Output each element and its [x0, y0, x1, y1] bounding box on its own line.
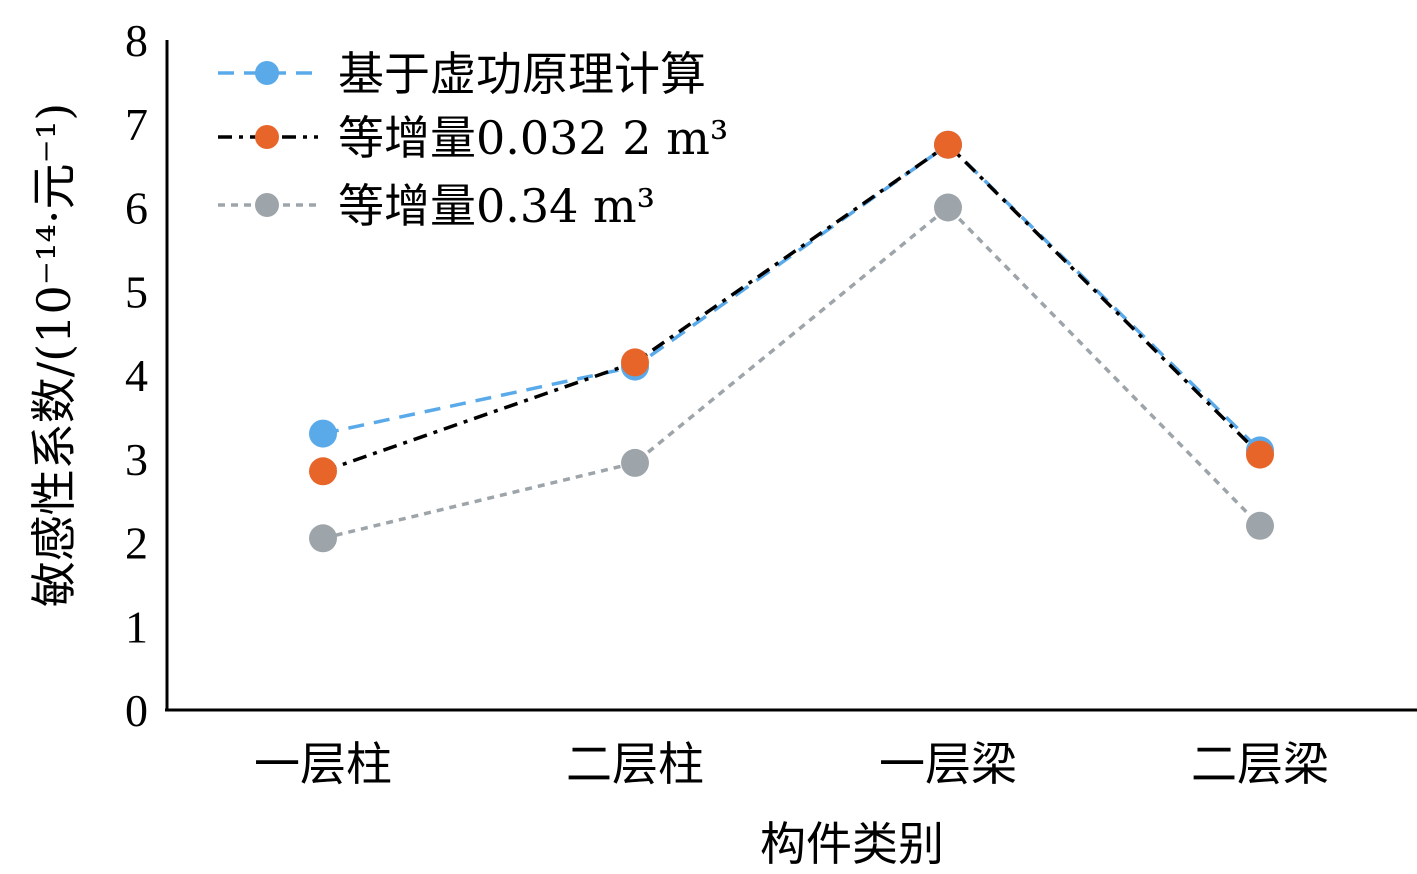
data-point: [621, 448, 649, 477]
y-tick-label: 0: [125, 685, 148, 736]
y-tick-label: 3: [125, 434, 148, 485]
y-tick-label: 4: [125, 350, 148, 401]
data-point: [934, 193, 962, 222]
x-category-labels: 一层柱 二层柱 一层梁 二层梁: [254, 737, 1329, 791]
data-point: [1246, 440, 1274, 469]
data-point: [934, 130, 962, 159]
series-3: [309, 193, 1274, 553]
legend-marker: [255, 193, 279, 217]
data-point: [1246, 511, 1274, 540]
y-tick-label: 5: [125, 266, 148, 317]
data-point: [309, 457, 337, 486]
series-line: [322, 142, 1262, 473]
y-tick-label: 7: [125, 99, 148, 150]
legend-label: 等增量0.34 m³: [338, 179, 655, 233]
legend-marker: [255, 125, 279, 149]
axes: [165, 40, 1417, 712]
legend-label: 基于虚功原理计算: [338, 47, 706, 101]
legend-label: 等增量0.032 2 m³: [338, 111, 728, 165]
x-category-label: 二层梁: [1191, 737, 1329, 791]
series-line: [322, 205, 1262, 541]
data-point: [621, 348, 649, 377]
series-2: [309, 130, 1274, 486]
x-category-label: 一层梁: [879, 737, 1017, 791]
legend-item: 等增量0.34 m³: [218, 179, 655, 233]
data-point: [309, 524, 337, 553]
y-tick-label: 8: [125, 15, 148, 66]
y-tick-label: 2: [125, 518, 148, 569]
x-category-label: 一层柱: [254, 737, 392, 791]
y-tick-labels: 0 1 2 3 4 5 6 7 8: [125, 15, 148, 736]
legend-item: 基于虚功原理计算: [218, 47, 706, 101]
legend-item: 等增量0.032 2 m³: [218, 111, 728, 165]
series-lines: [309, 130, 1274, 553]
x-category-label: 二层柱: [566, 737, 704, 791]
legend-marker: [255, 61, 279, 85]
y-axis-title: 敏感性系数/(10⁻¹⁴·元⁻¹): [27, 103, 81, 607]
x-axis-title: 构件类别: [760, 817, 944, 871]
data-point: [309, 419, 337, 448]
y-tick-label: 6: [125, 183, 148, 234]
y-tick-label: 1: [125, 601, 148, 652]
